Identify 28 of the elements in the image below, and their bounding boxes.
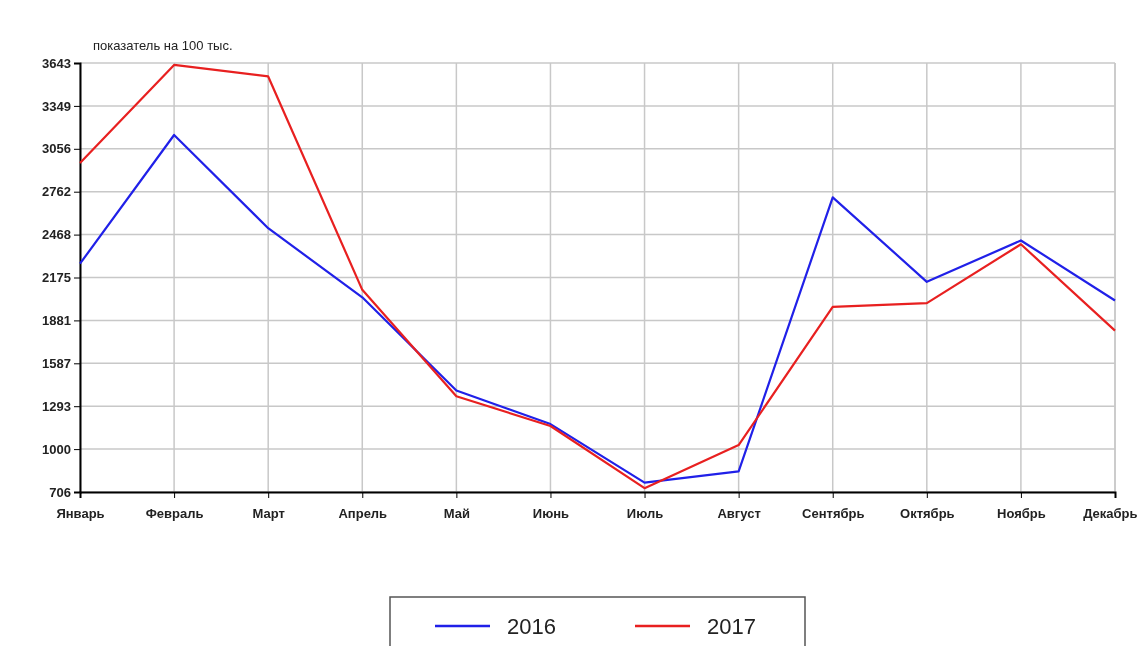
chart-title: показатель на 100 тыс. [93, 38, 233, 53]
legend-label: 2017 [707, 614, 756, 639]
y-tick-label: 706 [49, 484, 71, 500]
y-tick-label: 3056 [42, 141, 71, 157]
y-tick-label: 3643 [42, 55, 71, 71]
legend-label: 2016 [507, 614, 556, 639]
x-tick-label: Май [443, 505, 470, 521]
y-tick-label: 1881 [42, 313, 71, 329]
x-tick-label: Ноябрь [997, 505, 1046, 521]
y-tick-label: 3349 [42, 98, 71, 114]
x-tick-label: Сентябрь [802, 505, 865, 521]
x-tick-label: Апрель [338, 505, 388, 521]
x-tick-label: Март [252, 505, 285, 521]
x-tick-label: Июнь [532, 505, 570, 521]
x-tick-label: Февраль [145, 505, 204, 521]
x-tick-label: Июль [626, 505, 664, 521]
y-tick-label: 2468 [42, 227, 71, 243]
y-tick-label: 2762 [42, 184, 71, 200]
x-tick-label: Август [717, 505, 761, 521]
x-tick-label: Октябрь [900, 505, 955, 521]
line-series [78, 133, 1117, 484]
line-series [78, 63, 1117, 490]
x-tick-label: Январь [56, 505, 105, 521]
y-tick-label: 2175 [42, 270, 71, 286]
y-tick-label: 1293 [42, 398, 71, 414]
x-tick-label: Декабрь [1083, 505, 1138, 521]
y-tick-label: 1000 [42, 441, 71, 457]
y-tick-label: 1587 [42, 355, 71, 371]
